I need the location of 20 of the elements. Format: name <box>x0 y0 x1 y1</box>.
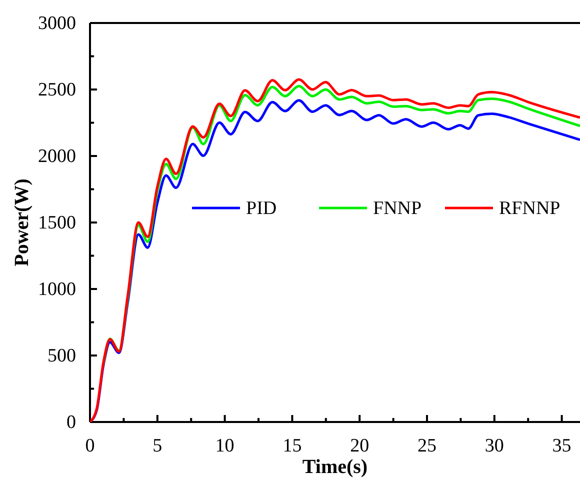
x-tick-label: 15 <box>282 435 302 456</box>
x-tick-label: 30 <box>484 435 504 456</box>
legend-label: RFNNP <box>499 198 560 219</box>
legend-label: PID <box>246 198 277 219</box>
legend-label: FNNP <box>373 198 422 219</box>
x-axis-title: Time(s) <box>302 456 368 478</box>
y-tick-label: 0 <box>66 412 76 434</box>
y-tick-label: 3000 <box>38 13 76 34</box>
y-tick-label: 1500 <box>38 212 76 234</box>
x-tick-label: 25 <box>418 435 436 456</box>
y-tick-label: 500 <box>48 346 76 367</box>
y-tick-label: 2000 <box>38 146 76 168</box>
x-tick-label: 20 <box>350 435 370 456</box>
x-tick-label: 5 <box>152 435 162 456</box>
y-tick-label: 2500 <box>38 80 76 101</box>
x-tick-label: 35 <box>552 435 572 456</box>
y-axis-title: Power(W) <box>11 178 33 266</box>
y-tick-label: 1000 <box>38 279 76 300</box>
x-tick-label: 10 <box>215 435 234 456</box>
x-tick-label: 0 <box>85 435 95 456</box>
